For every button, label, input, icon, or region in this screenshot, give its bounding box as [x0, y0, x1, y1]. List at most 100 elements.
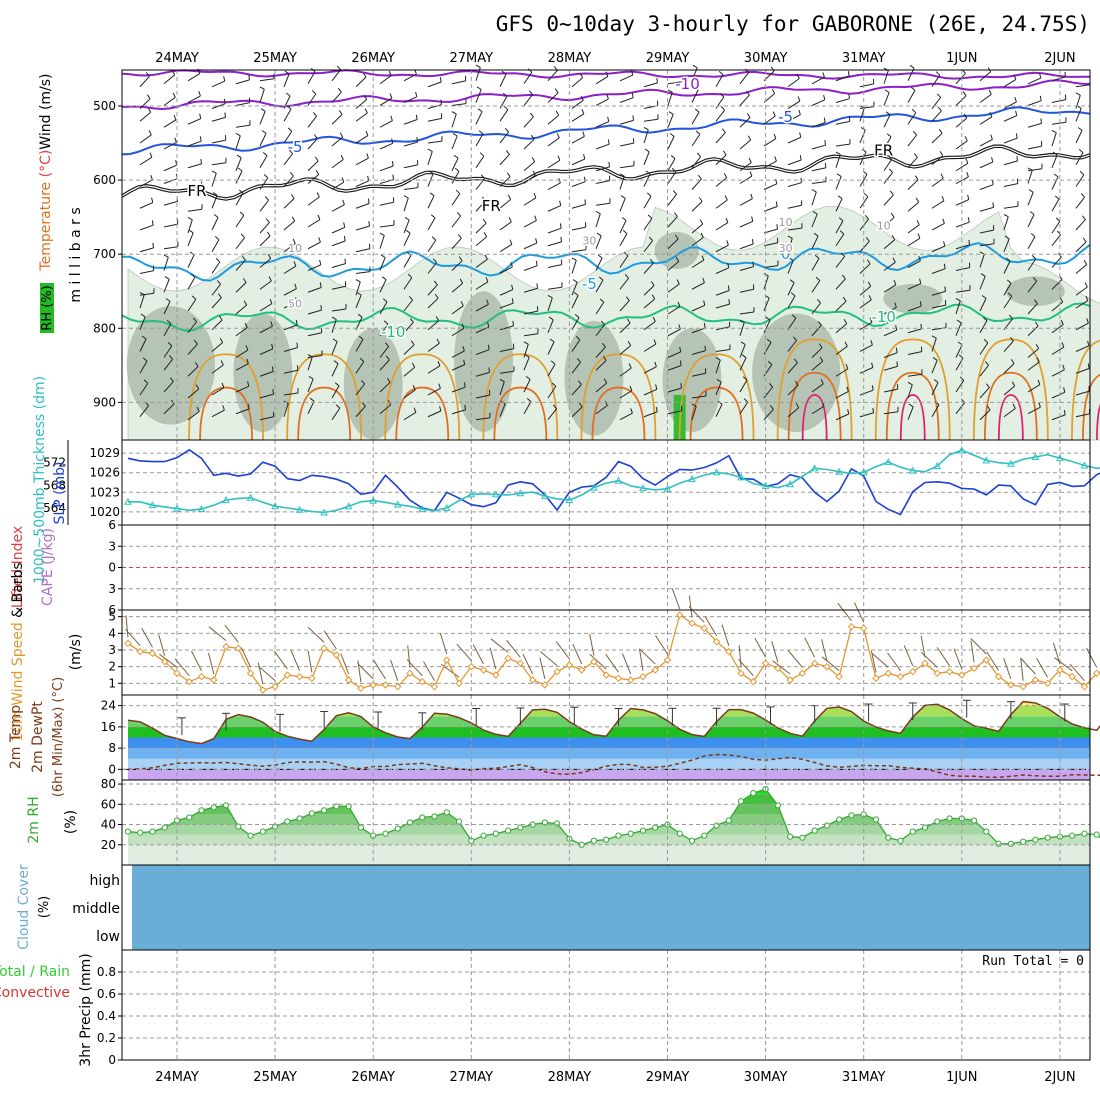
wind-barb-flag [429, 192, 435, 197]
wind-barb [451, 237, 462, 250]
thickness-marker [418, 505, 427, 513]
wind-barb-flag [655, 384, 658, 390]
wind-barb-flag [221, 382, 225, 388]
wind-barb [859, 151, 867, 165]
wind-barb-flag [576, 358, 581, 363]
wind-barb [1027, 258, 1037, 271]
wind-barb [331, 136, 344, 147]
wind-barb [379, 323, 389, 337]
wind-speed-marker [602, 671, 610, 679]
wind-barb-flag [409, 318, 414, 323]
wind-barb [1075, 84, 1090, 88]
wind-barb-flag [410, 340, 415, 346]
wind-barb-10m [853, 602, 865, 623]
wind-barb [1051, 234, 1061, 247]
rh-marker [124, 828, 132, 835]
wind-barb [499, 176, 511, 187]
wind-barb [307, 196, 320, 206]
wind-barb-flag [769, 405, 774, 410]
wind-barb [307, 309, 322, 315]
wind-barb [571, 113, 585, 122]
wind-barb [595, 257, 603, 271]
wind-barb-flag [1087, 340, 1090, 346]
wind-barb-flag [937, 106, 942, 112]
wind-barb-flag [837, 195, 843, 200]
wind-barb-flag [1086, 318, 1089, 324]
wind-barb-flag [992, 202, 994, 208]
wind-barb-flag [765, 316, 771, 321]
wind-barb [235, 102, 250, 107]
wind-barb [1075, 368, 1090, 374]
wind-speed-marker [896, 672, 905, 681]
wind-barb-10m [622, 653, 632, 675]
wind-barb-flag [331, 316, 337, 320]
wind-barb-flag [787, 235, 793, 239]
wind-barb [667, 92, 673, 106]
wind-barb [451, 157, 459, 171]
slp-tick-label: 1023 [89, 485, 120, 499]
wind-barb [715, 359, 721, 374]
wind-barb [883, 136, 892, 150]
wind-barb-10m [721, 624, 730, 646]
wind-barb-flag [1084, 282, 1088, 288]
wind-barb-flag [935, 71, 941, 76]
wind-barb [859, 240, 870, 253]
wind-speed-marker [945, 667, 954, 676]
wind-barb [667, 216, 678, 228]
thickness-marker [565, 496, 574, 504]
wind-barb-flag [648, 236, 653, 242]
wind-barb [1051, 391, 1066, 399]
wind-barb [595, 324, 605, 337]
wind-speed-marker [823, 662, 831, 671]
wind-barb [451, 364, 466, 371]
date-label-top: 2JUN [1044, 51, 1075, 66]
wind-barb [403, 366, 416, 377]
wind-barb-flag [343, 235, 346, 242]
thickness-marker [639, 484, 647, 492]
wind-barb-flag [391, 161, 394, 167]
wind-barb [955, 402, 965, 415]
wind-barb [259, 371, 274, 377]
wind-barb-flag [891, 235, 896, 241]
wind-barb [235, 215, 245, 228]
wind-barb [355, 316, 363, 330]
wind-barb [883, 411, 898, 415]
wind-barb [1051, 198, 1060, 212]
wind-barb [355, 99, 368, 109]
panel-labels: Temperature (°C)Wind (m/s)RH (%)m i l l … [0, 73, 94, 1066]
wind-barb [619, 220, 627, 234]
wind-barb [211, 342, 224, 352]
wind-barb [499, 348, 514, 352]
wind-barb-flag [943, 263, 946, 269]
wind-barb [307, 287, 322, 293]
wind-barb [835, 256, 845, 268]
wind-barb [715, 349, 730, 352]
wind-barb [1003, 115, 1018, 122]
wind-barb [211, 261, 221, 274]
wind-barb [259, 133, 267, 147]
wind-barb [355, 271, 370, 274]
wind-barb [859, 299, 872, 309]
wind-barb-flag [847, 71, 850, 77]
wind-barb [379, 279, 387, 293]
wind-barb-flag [835, 151, 841, 155]
wind-barb-flag [290, 194, 295, 199]
contour-label: 50 [288, 297, 302, 310]
wind-barb [427, 217, 436, 231]
wind-barb [619, 412, 633, 421]
thickness-marker [933, 462, 942, 470]
wind-barb-flag [581, 109, 585, 114]
wind-barb [307, 160, 319, 172]
wind-barb-flag [307, 354, 313, 358]
wind-barb [907, 406, 914, 420]
wind-barb-flag [619, 173, 625, 177]
wind-barb-flag [142, 357, 148, 362]
wind-barb-flag [696, 152, 701, 158]
wind-barb-flag [334, 382, 340, 387]
wind-speed-marker [847, 622, 856, 631]
wind-barb-10m [754, 637, 767, 658]
wind-barb [403, 321, 414, 334]
wind-barb [787, 407, 800, 418]
wind-barb-flag [694, 108, 700, 113]
rh-marker [1007, 840, 1014, 847]
